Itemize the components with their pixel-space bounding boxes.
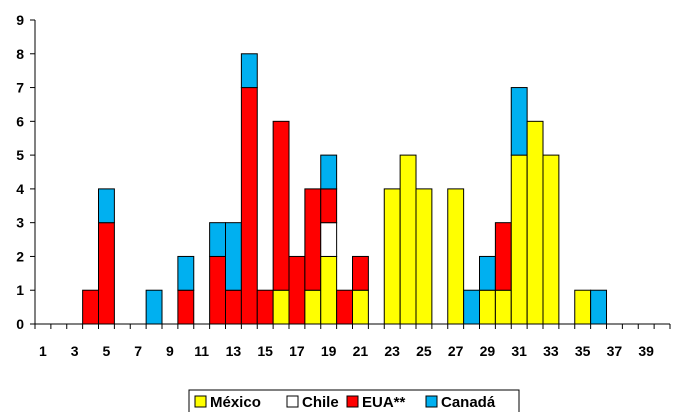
x-tick-label-7: 7 <box>134 343 142 359</box>
bar-segment-29-s0 <box>479 289 496 325</box>
x-tick-label-15: 15 <box>257 343 273 359</box>
bar-segment-4-s2 <box>82 289 100 325</box>
bar-segment-18-s2 <box>304 188 322 291</box>
x-tick-label-17: 17 <box>289 343 305 359</box>
y-tick-label-4: 4 <box>16 181 24 197</box>
x-tick-label-5: 5 <box>103 343 111 359</box>
legend-swatch-0 <box>194 395 207 408</box>
bar-segment-31-s0 <box>510 154 528 325</box>
x-tick-label-25: 25 <box>416 343 432 359</box>
bar-segment-18-s0 <box>304 289 322 325</box>
x-tick-label-21: 21 <box>353 343 369 359</box>
bar-segment-8-s3 <box>145 289 163 325</box>
x-tick-label-23: 23 <box>384 343 400 359</box>
bar-segment-19-s1 <box>320 222 338 257</box>
x-tick-label-39: 39 <box>638 343 654 359</box>
bar-segment-31-s3 <box>510 87 528 156</box>
x-tick-label-31: 31 <box>511 343 527 359</box>
bar-segment-33-s0 <box>542 154 560 325</box>
bar-segment-29-s3 <box>479 255 496 291</box>
legend: México Chile EUA** Canadá <box>188 389 520 412</box>
bar-segment-25-s0 <box>415 188 433 325</box>
bar-segment-14-s2 <box>240 87 258 325</box>
bar-segment-36-s3 <box>590 289 608 325</box>
x-tick-label-35: 35 <box>575 343 591 359</box>
bar-segment-12-s3 <box>209 222 227 257</box>
y-tick-label-1: 1 <box>16 282 24 298</box>
bar-segment-30-s2 <box>494 222 512 291</box>
bar-segment-17-s2 <box>288 255 306 325</box>
bar-segment-16-s2 <box>272 120 290 291</box>
x-tick-label-27: 27 <box>448 343 464 359</box>
legend-label-1: Chile <box>302 394 339 411</box>
x-tick-label-37: 37 <box>607 343 623 359</box>
y-tick-label-9: 9 <box>16 12 24 28</box>
bar-segment-19-s2 <box>320 188 338 224</box>
x-tick-label-19: 19 <box>321 343 337 359</box>
x-tick-label-33: 33 <box>543 343 559 359</box>
bar-segment-13-s2 <box>225 289 242 325</box>
x-tick-label-29: 29 <box>480 343 496 359</box>
bar-segment-5-s2 <box>98 222 115 325</box>
bar-segment-10-s3 <box>177 255 195 291</box>
bar-segment-14-s3 <box>240 53 258 89</box>
y-tick-label-6: 6 <box>16 113 24 129</box>
bar-segment-27-s0 <box>447 188 465 325</box>
bar-segment-15-s2 <box>256 289 274 325</box>
legend-label-2: EUA** <box>362 394 406 411</box>
bar-segment-21-s2 <box>352 255 369 291</box>
legend-label-0: México <box>210 394 261 411</box>
bar-segment-13-s3 <box>225 222 242 291</box>
bar-segment-10-s2 <box>177 289 195 325</box>
legend-swatch-3 <box>425 395 438 408</box>
bar-segment-19-s3 <box>320 154 338 190</box>
y-tick-label-8: 8 <box>16 46 24 62</box>
x-tick-label-13: 13 <box>226 343 242 359</box>
y-tick-label-2: 2 <box>16 248 24 264</box>
y-tick-label-5: 5 <box>16 147 24 163</box>
legend-swatch-2 <box>346 395 359 408</box>
x-tick-label-3: 3 <box>71 343 79 359</box>
bars-layer <box>82 53 608 325</box>
x-tick-label-9: 9 <box>166 343 174 359</box>
x-tick-label-11: 11 <box>194 343 209 359</box>
y-tick-label-7: 7 <box>16 80 24 96</box>
bar-segment-12-s2 <box>209 255 227 325</box>
bar-segment-35-s0 <box>574 289 592 325</box>
y-tick-label-0: 0 <box>16 316 24 332</box>
bar-segment-5-s3 <box>98 188 115 224</box>
x-tick-label-1: 1 <box>39 343 47 359</box>
y-tick-label-3: 3 <box>16 215 24 231</box>
bar-segment-19-s0 <box>320 255 338 325</box>
bar-segment-28-s3 <box>463 289 481 325</box>
bar-segment-23-s0 <box>383 188 401 325</box>
bar-segment-20-s2 <box>336 289 354 325</box>
bar-segment-21-s0 <box>352 289 369 325</box>
bar-segment-16-s0 <box>272 289 290 325</box>
bar-segment-30-s0 <box>494 289 512 325</box>
bar-segment-24-s0 <box>399 154 417 325</box>
legend-label-3: Canadá <box>441 394 496 411</box>
legend-swatch-1 <box>286 395 299 408</box>
bar-segment-32-s0 <box>526 120 544 325</box>
